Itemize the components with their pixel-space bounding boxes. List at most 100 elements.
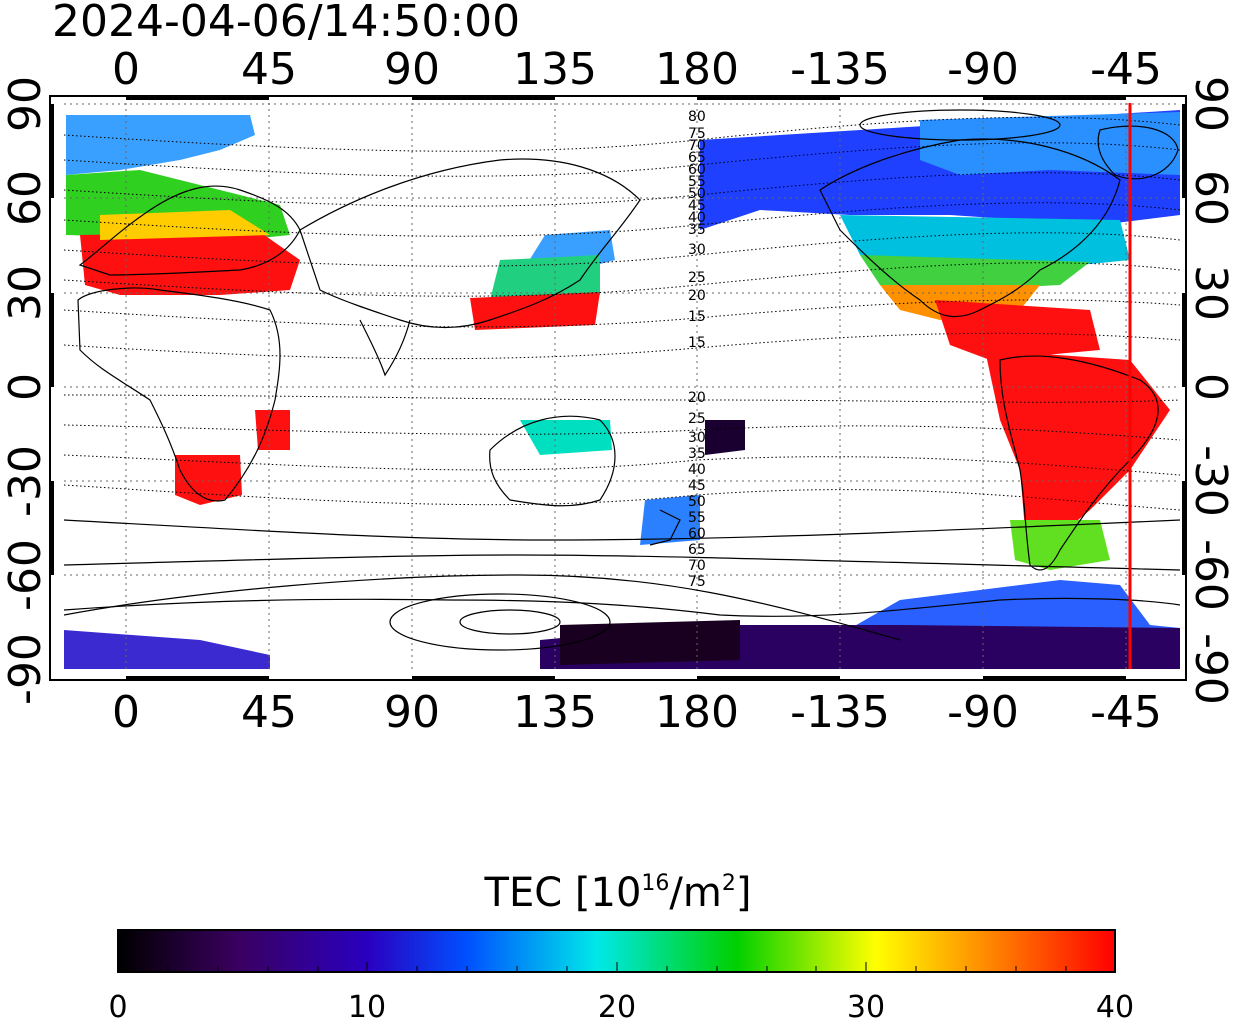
lat-label-right: 30: [1185, 265, 1235, 321]
coast-greenland: [1097, 125, 1179, 180]
lat-label-right: 0: [1185, 373, 1235, 401]
south-pole-contour-inner: [459, 609, 561, 635]
lon-label-bottom: 90: [384, 687, 440, 738]
colorbar-tick-label: 10: [348, 990, 386, 1021]
lat-label-left: 60: [0, 170, 51, 226]
contour-label: 60: [688, 162, 706, 178]
tec-patch-europe-north: [66, 115, 255, 175]
contour-label: 55: [688, 174, 706, 190]
coast-antarctica: [64, 597, 1180, 617]
lon-label-bottom: 0: [112, 687, 140, 738]
tec-patch-new-zealand: [640, 495, 700, 545]
tec-patch-arctic-cyan: [920, 112, 1180, 175]
tec-patch-patagonia: [1010, 520, 1110, 570]
lon-label-top: 45: [241, 44, 297, 95]
tec-patch-antarctic-dark: [560, 620, 740, 665]
contour-label: 25: [688, 411, 706, 427]
lat-label-left: -90: [0, 633, 51, 705]
coast-south-america: [999, 355, 1159, 571]
lon-label-top: -90: [947, 44, 1019, 95]
coast-asia: [299, 158, 641, 329]
coast-australia: [489, 415, 616, 507]
top-longitude-labels: 0 45 90 135 180 -135 -90 -45: [112, 44, 1162, 95]
coast-india: [359, 319, 411, 377]
lat-label-left: 90: [0, 76, 51, 132]
coastlines: [64, 125, 1180, 617]
lon-label-top: -45: [1090, 44, 1162, 95]
tec-patch-europe-south: [80, 232, 300, 295]
polar-contours: [64, 109, 1180, 651]
lat-label-left: 0: [0, 373, 51, 401]
contour-label: 65: [688, 150, 706, 166]
lon-label-top: -135: [790, 44, 890, 95]
lon-label-top: 180: [655, 44, 739, 95]
contour-label: 60: [688, 526, 706, 542]
south-pole-contour-outer: [389, 593, 611, 651]
tec-data-layer: [64, 110, 1180, 669]
right-latitude-labels: 90 60 30 0 -30 -60 -90: [1185, 76, 1235, 705]
coast-europe: [78, 185, 301, 276]
contour-label: 40: [688, 210, 706, 226]
colorbar-minor-ticks: [167, 962, 1067, 972]
tec-patch-east-asia-mid: [490, 255, 600, 300]
tec-patch-australia: [520, 420, 612, 455]
contour-label: 75: [688, 126, 706, 142]
contour-label: 45: [688, 198, 706, 214]
contour-label: 35: [688, 222, 706, 238]
coast-new-zealand: [649, 509, 681, 546]
tec-patch-antarctic-west: [64, 630, 270, 669]
colorbar-tick-label: 40: [1096, 990, 1134, 1021]
lon-label-bottom: -45: [1090, 687, 1162, 738]
lon-label-top: 90: [384, 44, 440, 95]
contour-label: 40: [688, 462, 706, 478]
contour-label: 50: [688, 494, 706, 510]
contour-label: 50: [688, 186, 706, 202]
lon-label-bottom: -90: [947, 687, 1019, 738]
lat-label-left: -30: [0, 445, 51, 517]
tec-patch-usa-mid: [860, 255, 1090, 290]
tec-patch-europe-band: [100, 210, 270, 240]
bottom-longitude-labels: 0 45 90 135 180 -135 -90 -45: [112, 687, 1162, 738]
contour-labels: 8075706560555045403530252015152025303540…: [688, 109, 706, 590]
colorbar-tick-label: 30: [847, 990, 885, 1021]
lat-label-right: -60: [1185, 539, 1235, 611]
map-panel: 8075706560555045403530252015152025303540…: [49, 95, 1187, 681]
colorbar-title: TEC [1016/m2]: [484, 870, 752, 916]
tec-patch-east-asia-south: [470, 292, 600, 330]
lon-label-top: 135: [513, 44, 597, 95]
graticule: [64, 103, 1180, 669]
contour-label: 55: [688, 510, 706, 526]
lat-label-right: -90: [1185, 633, 1235, 705]
lon-label-top: 0: [112, 44, 140, 95]
lon-label-bottom: 45: [241, 687, 297, 738]
lat-label-left: -60: [0, 539, 51, 611]
contour-label: 75: [688, 574, 706, 590]
lat-label-left: 30: [0, 265, 51, 321]
tec-patch-south-america: [985, 350, 1170, 535]
lat-label-right: -30: [1185, 445, 1235, 517]
coast-africa: [77, 287, 281, 502]
timestamp-title: 2024-04-06/14:50:00: [52, 0, 520, 47]
lon-label-bottom: 180: [655, 687, 739, 738]
contour-label: 20: [688, 390, 706, 406]
contour-label: 15: [688, 335, 706, 351]
contour-label: 20: [688, 288, 706, 304]
contour-label: 70: [688, 138, 706, 154]
contour-label: 35: [688, 446, 706, 462]
colorbar: TEC [1016/m2] 0 10 20 30 40: [108, 870, 1134, 1021]
contour-label: 80: [688, 109, 706, 125]
colorbar-tick-label: 20: [598, 990, 636, 1021]
contour-label: 30: [688, 242, 706, 258]
tec-patch-pacific-dark: [705, 420, 745, 455]
contour-label: 65: [688, 542, 706, 558]
lon-label-bottom: -135: [790, 687, 890, 738]
axis-tick-bars: [50, 96, 1186, 680]
left-latitude-labels: 90 60 30 0 -30 -60 -90: [0, 76, 51, 705]
contour-label: 25: [688, 270, 706, 286]
tec-patch-usa-north: [840, 215, 1130, 265]
tec-patch-africa-south: [175, 455, 242, 505]
coast-north-america: [819, 138, 1121, 318]
contour-label: 45: [688, 478, 706, 494]
lon-label-bottom: 135: [513, 687, 597, 738]
